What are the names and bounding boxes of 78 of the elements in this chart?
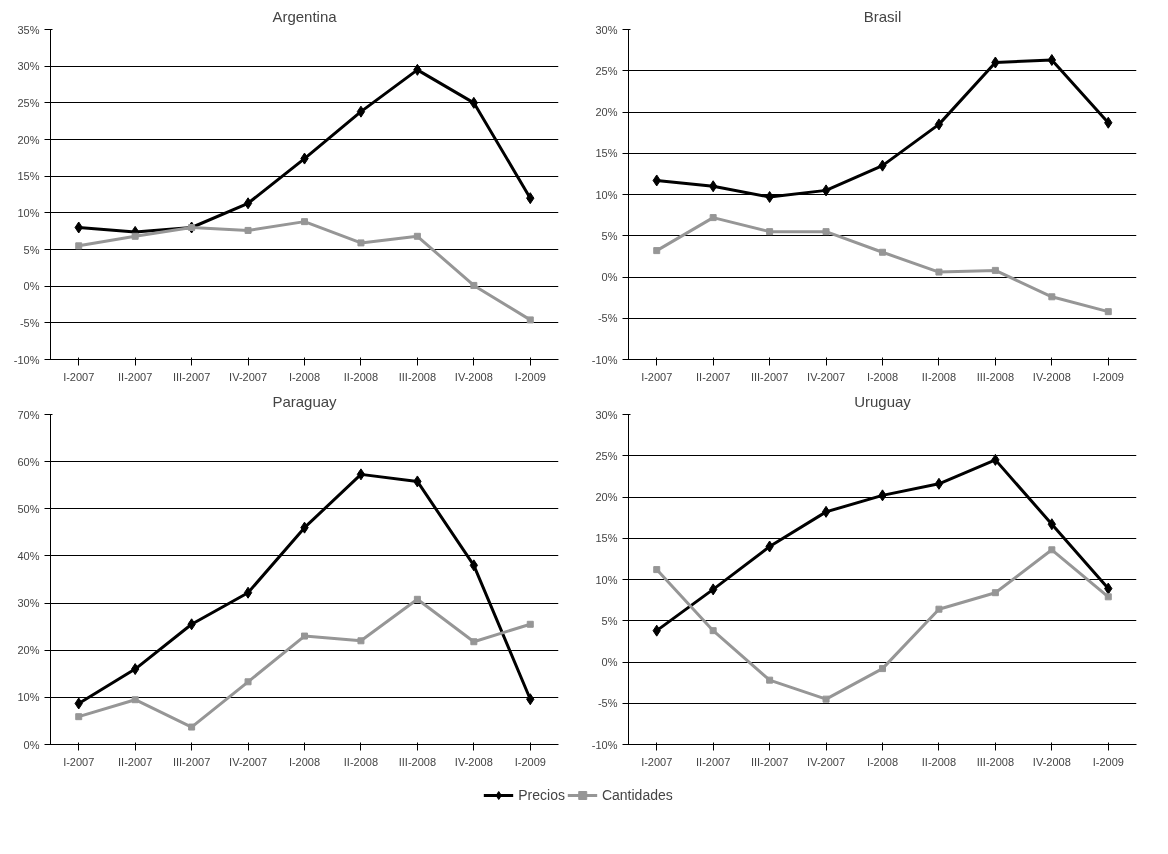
y-tick-label: 60% [17,455,40,468]
y-tick-label: 15% [595,147,618,160]
x-tick-label: II-2007 [696,755,731,768]
x-tick-label: III-2007 [750,755,789,768]
chart-title: Brasil [863,7,902,25]
x-tick-label: III-2008 [976,755,1015,768]
x-tick-label: I-2008 [288,370,321,383]
y-tick-label: 15% [17,170,40,183]
x-tick-label: II-2007 [696,370,731,383]
legend-label: Cantidades [601,787,673,803]
y-tick-label: 40% [17,549,40,562]
y-tick-label: 25% [17,96,40,109]
x-tick-label: III-2008 [398,370,437,383]
y-tick-label: -10% [591,353,618,366]
x-tick-label: II-2007 [118,755,153,768]
chart-title: Paraguay [272,392,338,410]
x-tick-label: I-2008 [288,755,321,768]
x-tick-label: IV-2007 [807,755,846,768]
x-tick-label: I-2007 [641,755,673,768]
x-tick-label: III-2007 [172,370,211,383]
x-tick-label: II-2008 [921,755,957,768]
x-tick-label: I-2009 [1092,370,1124,383]
x-tick-label: IV-2008 [1032,755,1071,768]
y-tick-label: 70% [17,408,40,421]
x-tick-label: I-2009 [514,370,546,383]
x-tick-label: I-2007 [63,370,95,383]
y-tick-label: 30% [595,408,618,421]
x-tick-label: II-2008 [921,370,957,383]
x-tick-label: I-2007 [641,370,673,383]
y-tick-label: 10% [595,188,618,201]
x-tick-label: IV-2007 [229,755,268,768]
y-tick-label: -5% [597,312,618,325]
x-tick-label: III-2007 [172,755,211,768]
y-tick-label: 0% [601,271,618,283]
x-tick-label: I-2009 [1092,755,1124,768]
y-tick-label: 20% [595,106,618,118]
x-tick-label: I-2008 [866,370,899,383]
y-tick-label: 20% [17,133,40,146]
legend-label: Precios [518,787,565,803]
y-tick-label: 0% [601,656,618,668]
y-tick-label: 30% [17,60,40,73]
y-tick-label: -10% [591,738,618,751]
x-tick-label: IV-2008 [1032,370,1071,383]
x-tick-label: I-2009 [514,755,546,768]
y-tick-label: -10% [13,353,40,366]
x-tick-label: III-2007 [750,370,789,383]
x-tick-label: IV-2008 [454,755,493,768]
y-tick-label: -5% [597,697,618,710]
x-tick-label: II-2008 [343,370,379,383]
y-tick-label: 30% [17,597,40,610]
x-tick-label: II-2007 [118,370,153,383]
x-tick-label: IV-2008 [454,370,493,383]
y-tick-label: 10% [595,573,618,586]
y-tick-label: 25% [595,64,618,77]
y-tick-label: 30% [595,23,618,36]
x-tick-label: II-2008 [343,755,379,768]
y-tick-label: 10% [17,691,40,704]
y-tick-label: 0% [23,738,40,751]
y-tick-label: 5% [23,243,40,256]
y-tick-label: 20% [17,644,40,657]
x-tick-label: I-2007 [63,755,95,768]
y-tick-label: 20% [595,491,618,503]
x-tick-label: III-2008 [398,755,437,768]
chart-title: Argentina [272,7,338,25]
x-tick-label: I-2008 [866,755,899,768]
y-tick-label: 5% [601,614,618,627]
y-tick-label: 10% [17,206,40,219]
chart-title: Uruguay [854,392,912,410]
y-tick-label: -5% [19,316,40,329]
y-tick-label: 5% [601,229,618,242]
x-tick-label: IV-2007 [807,370,846,383]
x-tick-label: IV-2007 [229,370,268,383]
y-tick-label: 35% [17,23,40,36]
y-tick-label: 50% [17,502,40,515]
y-tick-label: 0% [23,280,40,293]
y-tick-label: 15% [595,532,618,545]
x-tick-label: III-2008 [976,370,1015,383]
y-tick-label: 25% [595,449,618,462]
